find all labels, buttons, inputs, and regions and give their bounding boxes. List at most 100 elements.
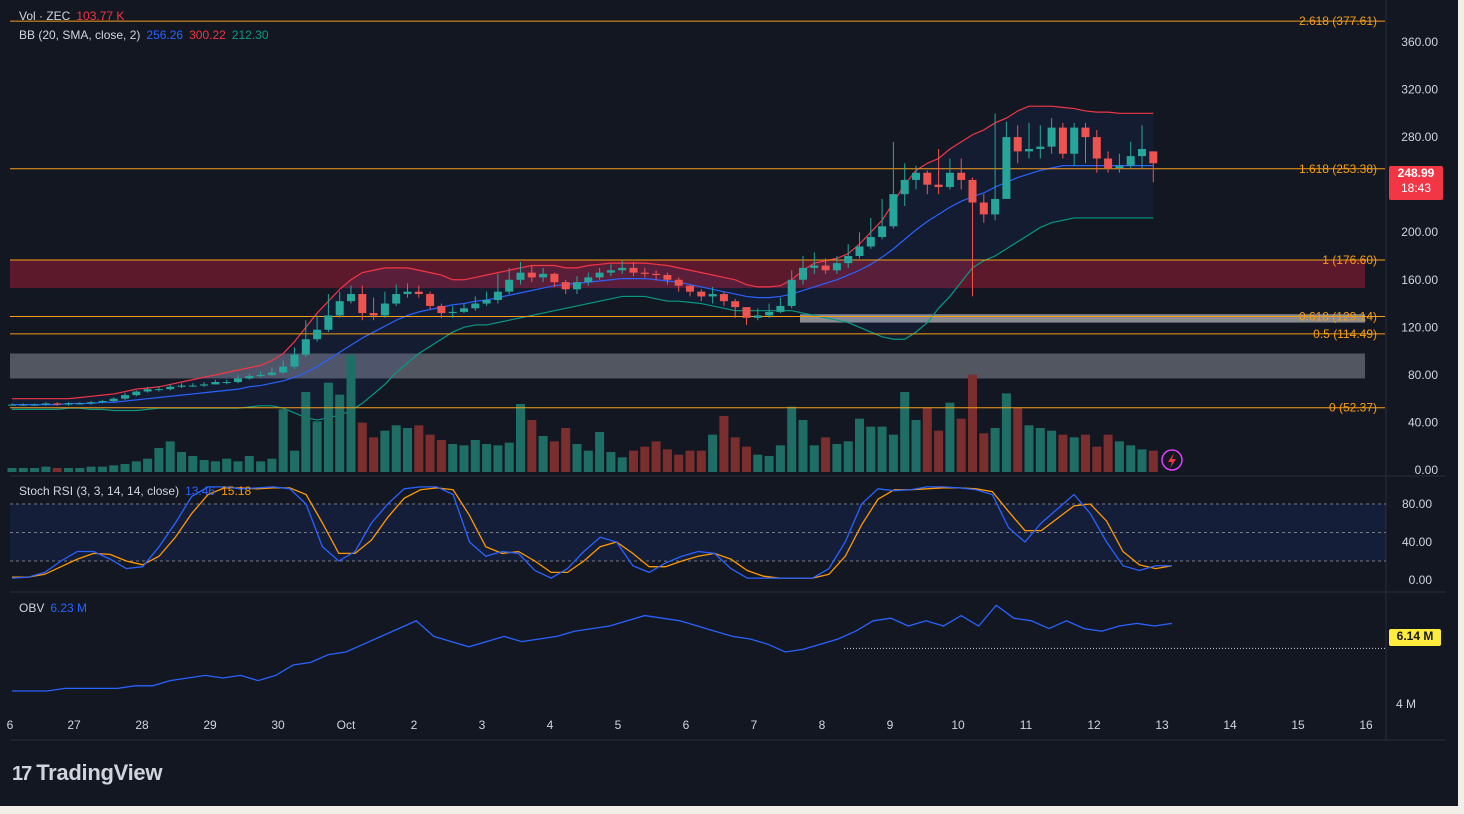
candle-body [844, 256, 853, 264]
candle-body [1092, 137, 1101, 159]
price-axis: 360.00320.00280.00240.00200.00160.00120.… [1401, 35, 1438, 477]
candle-body [550, 273, 559, 283]
volume-bar [244, 456, 254, 472]
candle-body [358, 294, 367, 314]
candle-body [8, 404, 16, 406]
obv-legend[interactable]: OBV 6.23 M [19, 601, 93, 615]
candle-body [912, 172, 920, 180]
zone-resistance [10, 259, 1365, 289]
volume-bar [482, 444, 492, 472]
volume-bar [86, 466, 96, 472]
volume-bar [753, 454, 763, 472]
candle-body [753, 315, 762, 318]
candle-body [516, 272, 525, 280]
volume-bar [1069, 437, 1079, 472]
volume-bar [911, 420, 921, 472]
volume-bar [335, 394, 345, 472]
candle-body [392, 294, 401, 304]
volume-bar [154, 448, 164, 472]
lightning-icon [1168, 453, 1176, 468]
candle-body [1138, 149, 1146, 157]
candle-body [493, 291, 502, 300]
candle-body [855, 246, 864, 256]
time-tick: 29 [203, 718, 217, 732]
volume-bar [843, 441, 853, 472]
bb-legend[interactable]: BB (20, SMA, close, 2) 256.26 300.22 212.30 [19, 28, 275, 42]
candle-body [832, 263, 841, 271]
time-tick: 5 [615, 718, 622, 732]
obv-layer: 4 M [12, 604, 1416, 711]
volume-bar [990, 428, 1000, 472]
candle-body [595, 272, 604, 278]
time-tick: 15 [1291, 718, 1305, 732]
candle-body [708, 294, 717, 297]
obv-legend-value: 6.23 M [50, 601, 88, 615]
volume-bar [391, 425, 401, 472]
volume-legend: Vol · ZEC 103.77 K [19, 9, 130, 23]
volume-bar [1024, 425, 1034, 472]
candle-body [53, 403, 62, 405]
volume-bar [41, 466, 51, 472]
volume-bar [516, 404, 525, 472]
volume-bar [809, 445, 819, 472]
tradingview-logo-text: TradingView [36, 760, 163, 785]
candle-body [211, 382, 220, 385]
fib-label: 0.618 (129.14) [1299, 309, 1377, 323]
volume-bar [177, 452, 186, 472]
candle-body [945, 172, 954, 188]
time-tick: 9 [887, 718, 894, 732]
fib-label: 1.618 (253.38) [1299, 162, 1377, 176]
volume-bar [662, 449, 672, 472]
volume-bar [651, 441, 661, 472]
obv-badge-value: 6.14 M [1396, 629, 1434, 643]
volume-bar [866, 426, 876, 472]
candle-body [866, 236, 875, 247]
time-tick: 28 [135, 718, 149, 732]
candle-body [403, 291, 412, 295]
zones-layer [10, 259, 1365, 379]
volume-bar [888, 434, 898, 472]
time-tick: 12 [1087, 718, 1101, 732]
candle-body [584, 277, 593, 283]
volume-bar [1103, 434, 1113, 472]
volume-bar [640, 446, 650, 472]
volume-bar [436, 440, 446, 472]
volume-bar [798, 420, 808, 472]
volume-bar [572, 444, 582, 472]
alert-icon[interactable] [1161, 449, 1183, 471]
candle-body [290, 354, 299, 367]
fibonacci-layer: 2.618 (377.61) 1.618 (253.38) 1 (176.60) 0.… [10, 14, 1385, 415]
candle-body [1058, 127, 1067, 154]
candle-body [821, 265, 830, 271]
candle-body [234, 378, 242, 383]
volume-bar [832, 444, 842, 472]
tradingview-logo[interactable]: 17 TradingView [12, 760, 162, 786]
volume-bar [414, 425, 424, 472]
candle-body [324, 315, 333, 330]
volume-bar [323, 382, 333, 472]
stoch-legend[interactable]: Stoch RSI (3, 3, 14, 14, close) 13.46 15.1… [19, 484, 257, 498]
volume-bar [787, 406, 797, 472]
obv-line [12, 604, 1173, 692]
candle-body [267, 372, 276, 375]
volume-bar [459, 445, 469, 472]
candle-body [787, 279, 796, 306]
volume-bar [956, 418, 966, 472]
volume-bar [301, 392, 311, 472]
volume-bar [403, 428, 412, 472]
volume-bar [380, 430, 390, 472]
time-tick: 16 [1359, 718, 1373, 732]
volume-bar [470, 440, 480, 472]
volume-bar [425, 434, 435, 472]
candle-body [109, 398, 118, 402]
time-tick: 11 [1020, 718, 1033, 732]
time-tick: 30 [271, 718, 285, 732]
volume-bar [143, 458, 153, 472]
candle-body [1126, 156, 1135, 166]
stoch-d-value: 15.18 [221, 484, 252, 498]
candle-body [64, 403, 73, 405]
obv-tick: 4 M [1396, 697, 1416, 711]
price-badge: 248.99 18:43 [1389, 166, 1443, 200]
candle-body [1013, 137, 1022, 152]
